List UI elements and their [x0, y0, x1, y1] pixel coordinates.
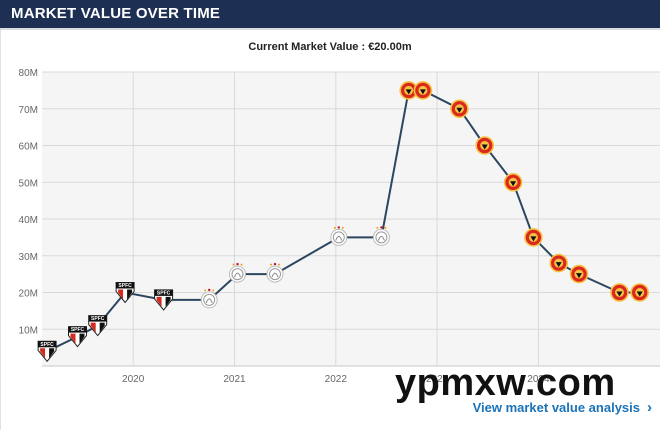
badge-red-stripe — [118, 289, 124, 300]
badge-top-band — [38, 341, 57, 348]
badge-dot — [240, 263, 243, 266]
badge-black-stripe — [165, 296, 171, 307]
sao-paulo-badge[interactable]: SPFC — [68, 326, 87, 348]
badge-text: SPFC — [71, 327, 85, 333]
badge-devil — [616, 291, 623, 297]
badge-dot — [376, 226, 379, 229]
watermark: ypmxw.com — [395, 362, 616, 404]
y-tick-label: 50M — [19, 178, 38, 189]
badge-dot — [212, 289, 215, 292]
man-utd-badge[interactable] — [399, 81, 419, 100]
badge-profile — [234, 272, 241, 278]
y-tick-label: 30M — [19, 252, 38, 263]
y-tick-label: 80M — [19, 68, 38, 79]
badge-devil — [510, 181, 517, 187]
badge-top-band — [88, 315, 107, 322]
view-analysis-label[interactable]: View market value analysis — [472, 400, 640, 415]
badge-ring — [203, 293, 216, 306]
badge-devil — [405, 89, 412, 95]
man-utd-badge[interactable] — [475, 136, 495, 155]
badge-dot — [270, 263, 272, 266]
ajax-badge[interactable] — [330, 226, 348, 246]
man-utd-badge[interactable] — [450, 99, 469, 119]
badge-black-stripe — [127, 289, 133, 300]
ajax-badge[interactable] — [372, 226, 390, 246]
badge-devil — [636, 291, 643, 297]
y-tick-label: 60M — [19, 142, 38, 153]
x-tick-label: 2022 — [325, 374, 348, 385]
badge-text: SPFC — [91, 316, 105, 322]
badge-profile — [205, 298, 213, 304]
x-tick-label: 2021 — [223, 374, 246, 385]
ajax-badge[interactable] — [229, 262, 246, 283]
y-tick-label: 20M — [19, 289, 38, 300]
badge-dot — [278, 263, 280, 266]
sao-paulo-badge[interactable]: SPFC — [154, 289, 174, 311]
view-analysis-link[interactable]: View market value analysis › — [473, 400, 652, 415]
badge-devil — [576, 273, 582, 279]
man-utd-badge[interactable] — [413, 81, 433, 100]
x-tick-label: 2023 — [426, 374, 449, 385]
man-utd-badge[interactable] — [524, 228, 543, 247]
badge-ring — [269, 268, 281, 281]
badge-devil — [419, 89, 426, 95]
badge-top-band — [68, 326, 87, 333]
man-utd-badge[interactable] — [610, 283, 629, 302]
badge-devil — [530, 236, 537, 242]
badge-dot — [204, 289, 207, 292]
badge-black-stripe — [99, 322, 105, 333]
badge-dot — [236, 262, 239, 266]
badge-dot — [337, 226, 340, 229]
badge-ring — [332, 231, 345, 244]
x-tick-label: 2024 — [527, 374, 550, 385]
x-tick-label: 2020 — [122, 374, 145, 385]
man-utd-badge[interactable] — [549, 253, 569, 273]
y-tick-label: 10M — [19, 325, 38, 336]
badge-black-stripe — [49, 348, 55, 359]
ajax-badge[interactable] — [266, 262, 284, 283]
ajax-badge[interactable] — [200, 288, 218, 309]
badge-text: SPFC — [157, 290, 171, 296]
badge-text: SPFC — [40, 342, 54, 348]
badge-top-band — [154, 289, 173, 296]
badge-profile — [377, 235, 385, 241]
badge-black-stripe — [79, 333, 85, 344]
badge-dot — [341, 226, 344, 229]
badge-dot — [384, 226, 387, 229]
sao-paulo-badge[interactable]: SPFC — [88, 315, 108, 337]
badge-red-stripe — [70, 333, 76, 344]
badge-dot — [232, 263, 235, 266]
badge-profile — [271, 272, 279, 278]
widget-header: MARKET VALUE OVER TIME — [0, 0, 660, 30]
badge-text: SPFC — [118, 283, 132, 289]
chevron-right-icon[interactable]: › — [647, 399, 652, 416]
badge-red-stripe — [40, 348, 46, 359]
man-utd-badge[interactable] — [503, 173, 523, 192]
y-tick-label: 70M — [19, 105, 38, 116]
badge-dot — [333, 226, 336, 229]
badge-ring — [231, 268, 244, 281]
badge-profile — [335, 235, 343, 241]
sao-paulo-badge[interactable]: SPFC — [37, 340, 57, 363]
badge-top-band — [116, 282, 135, 289]
badge-devil — [456, 107, 463, 113]
sao-paulo-badge[interactable]: SPFC — [115, 282, 135, 304]
header-title: MARKET VALUE OVER TIME — [11, 5, 221, 22]
badge-red-stripe — [156, 296, 162, 307]
y-tick-label: 40M — [19, 215, 38, 226]
current-market-value: Current Market Value : €20.00m — [248, 41, 412, 53]
badge-devil — [555, 262, 562, 268]
man-utd-badge[interactable] — [569, 264, 589, 284]
badge-ring — [375, 231, 388, 244]
badge-dot — [380, 226, 383, 229]
badge-devil — [481, 144, 488, 150]
man-utd-badge[interactable] — [630, 283, 650, 302]
badge-dot — [273, 262, 277, 266]
badge-dot — [208, 288, 211, 292]
badge-red-stripe — [90, 322, 96, 333]
